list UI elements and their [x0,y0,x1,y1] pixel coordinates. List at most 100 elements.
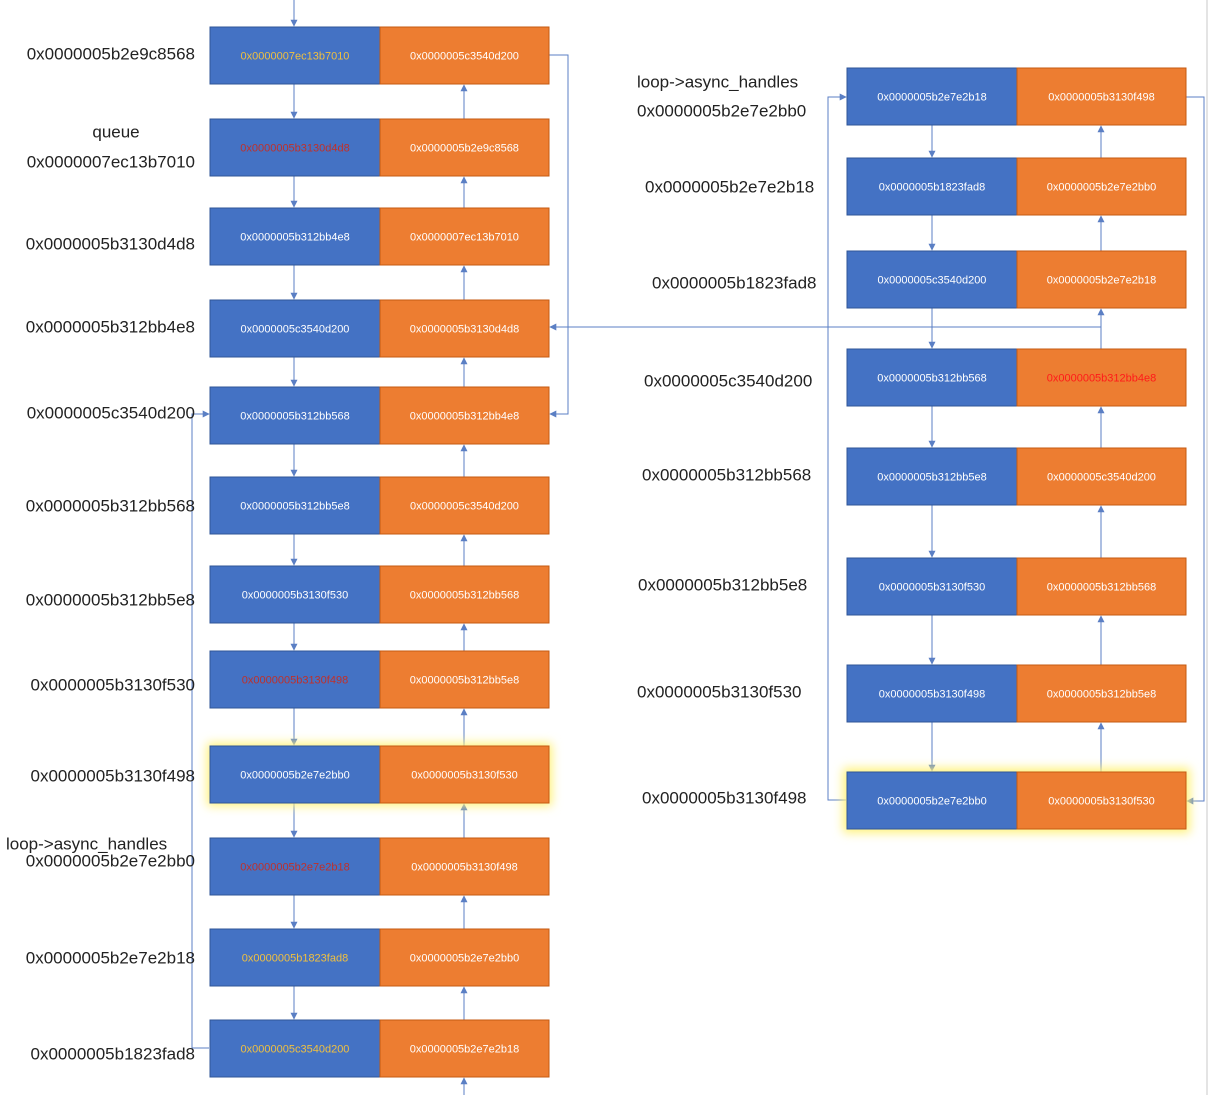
left-node-1-address-label: 0x0000007ec13b7010 [27,152,195,171]
left-node-4-address-label: 0x0000005c3540d200 [27,403,195,422]
left-async-handles-label: loop->async_handles [6,834,167,853]
right-node-1-next-cell [846,157,1018,216]
left-node-8-prev-cell [379,745,550,804]
cross-link-arrow [549,323,1102,349]
right-node-3-prev-cell [1016,348,1187,407]
left-node-11-prev-value: 0x0000005b2e7e2b18 [410,1043,520,1055]
left-node-8-address-label: 0x0000005b3130f498 [31,766,196,785]
right-loop-left [827,93,847,801]
right-node-3-address-label: 0x0000005c3540d200 [644,371,812,390]
right-node-4-next-value: 0x0000005b312bb5e8 [877,471,987,483]
left-node-3-address-label: 0x0000005b312bb4e8 [26,317,195,336]
right-node-4-next-cell [846,447,1018,506]
right-node-4-prev-cell [1016,447,1187,506]
left-node-0-address-label: 0x0000005b2e9c8568 [27,44,195,63]
right-node-6-next-value: 0x0000005b3130f498 [879,688,985,700]
right-node-5-next-value: 0x0000005b3130f530 [879,581,985,593]
left-node-1-next-cell [209,118,381,177]
left-queue-label: queue [92,122,139,141]
left-node-5-next-value: 0x0000005b312bb5e8 [240,500,350,512]
left-node-4-prev-cell [379,386,550,445]
left-node-11-prev-cell [379,1019,550,1078]
right-node-7-prev-value: 0x0000005b3130f530 [1048,795,1154,807]
left-node-11-address-label: 0x0000005b1823fad8 [31,1044,196,1063]
right-node-3-prev-value: 0x0000005b312bb4e8 [1047,372,1157,384]
left-node-6-prev-cell [379,565,550,624]
left-node-4-prev-value: 0x0000005b312bb4e8 [410,410,520,422]
left-node-3-next-value: 0x0000005c3540d200 [241,323,350,335]
left-node-0-prev-value: 0x0000005c3540d200 [410,50,519,62]
left-node-9-address-label: 0x0000005b2e7e2bb0 [26,851,195,870]
right-node-4-prev-value: 0x0000005c3540d200 [1047,471,1156,483]
left-node-6-address-label: 0x0000005b312bb5e8 [26,590,195,609]
left-loop-left [191,410,210,1049]
left-node-3-next-cell [209,299,381,358]
right-node-3-next-cell [846,348,1018,407]
right-node-1-next-value: 0x0000005b1823fad8 [879,181,985,193]
right-node-5-prev-cell [1016,557,1187,616]
left-node-3-prev-value: 0x0000005b3130d4d8 [410,323,520,335]
left-node-6-next-value: 0x0000005b3130f530 [242,589,348,601]
left-node-2-prev-value: 0x0000007ec13b7010 [410,231,519,243]
left-node-7-next-value: 0x0000005b3130f498 [242,674,348,686]
right-node-0-prev-cell [1016,67,1187,126]
right-node-1-address-label: 0x0000005b2e7e2b18 [645,177,814,196]
left-node-10-next-cell [209,928,381,987]
left-node-1-prev-value: 0x0000005b2e9c8568 [410,142,519,154]
right-node-3-next-value: 0x0000005b312bb568 [877,372,987,384]
right-node-5-address-label: 0x0000005b312bb5e8 [638,575,807,594]
right-node-1-prev-cell [1016,157,1187,216]
left-node-5-prev-cell [379,476,550,535]
left-node-10-address-label: 0x0000005b2e7e2b18 [26,948,195,967]
nodes-layer: 0x0000007ec13b7010 0x0000005c3540d200 0x00… [207,26,1190,1078]
left-node-9-next-value: 0x0000005b2e7e2b18 [240,861,350,873]
left-node-8-next-cell [209,745,381,804]
left-node-7-address-label: 0x0000005b3130f530 [31,675,196,694]
right-node-7-address-label: 0x0000005b3130f498 [642,788,807,807]
left-node-5-address-label: 0x0000005b312bb568 [26,496,195,515]
left-loop-right [549,54,569,418]
left-node-1-next-value: 0x0000005b3130d4d8 [240,142,350,154]
left-node-8-prev-value: 0x0000005b3130f530 [411,769,517,781]
right-node-0-address-label: 0x0000005b2e7e2bb0 [637,101,806,120]
left-node-7-prev-value: 0x0000005b312bb5e8 [410,674,520,686]
right-node-2-prev-cell [1016,250,1187,309]
right-async-handles-label: loop->async_handles [637,72,798,91]
left-node-8-next-value: 0x0000005b2e7e2bb0 [240,769,350,781]
right-node-0-prev-value: 0x0000005b3130f498 [1048,91,1154,103]
labels-layer: 0x0000005b2e9c8568 0x0000007ec13b7010 0x00… [6,44,817,1063]
left-node-3-prev-cell [379,299,550,358]
right-node-1-prev-value: 0x0000005b2e7e2bb0 [1047,181,1157,193]
left-node-11-next-value: 0x0000005c3540d200 [241,1043,350,1055]
links-layer [191,0,1208,1095]
right-node-4-address-label: 0x0000005b312bb568 [642,465,811,484]
left-node-0-prev-cell [379,26,550,85]
left-node-5-next-cell [209,476,381,535]
left-node-7-prev-cell [379,650,550,709]
left-node-6-prev-value: 0x0000005b312bb568 [410,589,520,601]
right-node-6-address-label: 0x0000005b3130f530 [637,682,802,701]
right-node-2-next-value: 0x0000005c3540d200 [878,274,987,286]
right-node-0-next-value: 0x0000005b2e7e2b18 [877,91,987,103]
right-node-2-prev-value: 0x0000005b2e7e2b18 [1047,274,1157,286]
left-node-7-next-cell [209,650,381,709]
left-node-9-prev-value: 0x0000005b3130f498 [411,861,517,873]
left-node-11-next-cell [209,1019,381,1078]
right-node-5-next-cell [846,557,1018,616]
left-node-0-next-value: 0x0000007ec13b7010 [241,50,350,62]
right-node-7-prev-cell [1016,771,1187,830]
right-node-5-prev-value: 0x0000005b312bb568 [1047,581,1157,593]
right-node-2-address-label: 0x0000005b1823fad8 [652,273,817,292]
right-loop-right [1186,96,1205,805]
left-node-10-prev-cell [379,928,550,987]
left-node-2-next-value: 0x0000005b312bb4e8 [240,231,350,243]
right-node-2-next-cell [846,250,1018,309]
left-node-5-prev-value: 0x0000005c3540d200 [410,500,519,512]
left-node-1-prev-cell [379,118,550,177]
right-node-6-prev-value: 0x0000005b312bb5e8 [1047,688,1157,700]
right-node-6-prev-cell [1016,664,1187,723]
left-node-4-next-cell [209,386,381,445]
right-node-7-next-value: 0x0000005b2e7e2bb0 [877,795,987,807]
left-node-2-address-label: 0x0000005b3130d4d8 [26,234,195,253]
